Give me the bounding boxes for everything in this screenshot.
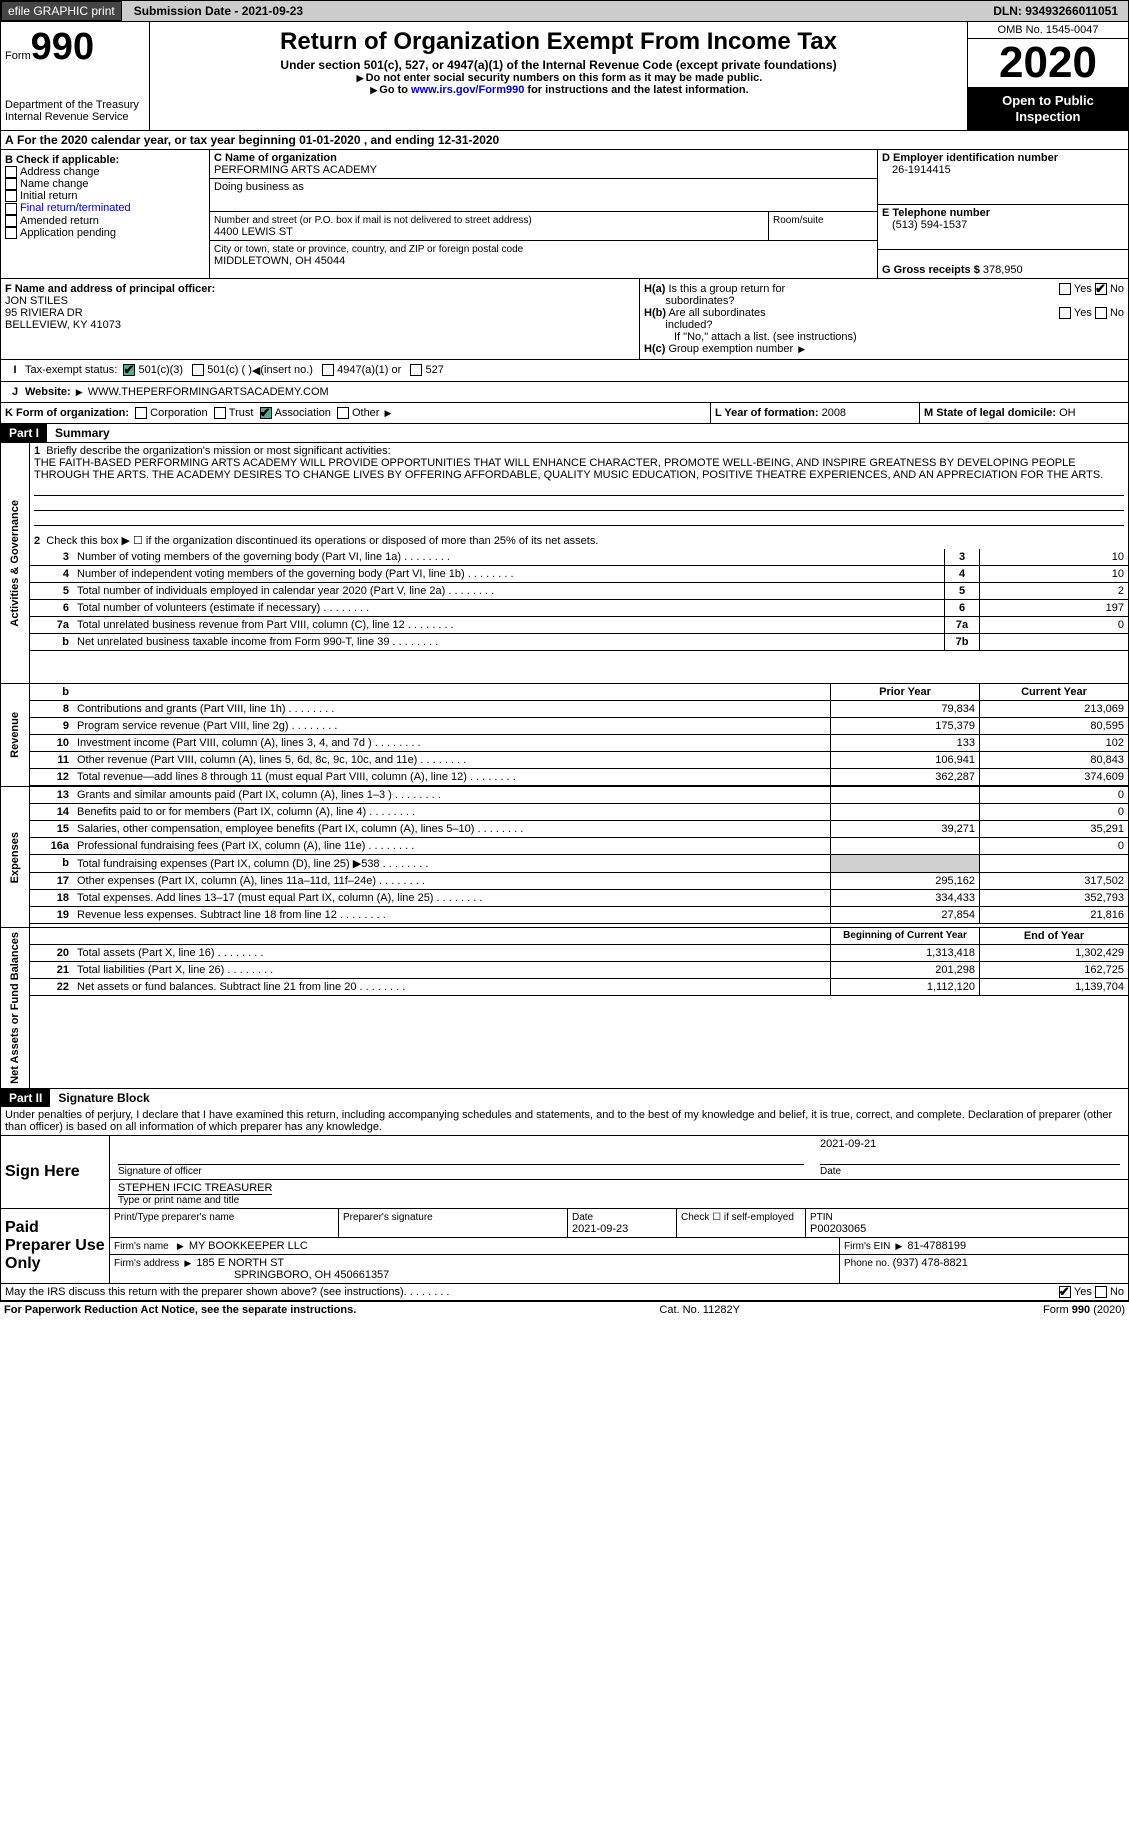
revenue-block: Revenue b Prior Year Current Year 8Contr… [0,684,1129,787]
subtitle-1: Under section 501(c), 527, or 4947(a)(1)… [154,58,963,72]
netassets-block: Net Assets or Fund Balances Beginning of… [0,928,1129,1089]
part2-title: Signature Block [50,1089,157,1107]
submission-date: Submission Date - 2021-09-23 [124,2,313,20]
top-bar: efile GRAPHIC print Submission Date - 20… [0,0,1129,22]
sign-here-label: Sign Here [1,1136,110,1208]
expenses-block: Expenses 13Grants and similar amounts pa… [0,787,1129,928]
efile-button[interactable]: efile GRAPHIC print [1,1,122,21]
paid-preparer-label: Paid Preparer Use Only [1,1209,110,1283]
part1-label: Part I [1,424,47,442]
klm-row: K Form of organization: Corporation Trus… [0,403,1129,424]
header-right: OMB No. 1545-0047 2020 Open to Public In… [967,22,1128,130]
footer: For Paperwork Reduction Act Notice, see … [0,1301,1129,1318]
form-header: Form990 Department of the Treasury Inter… [0,22,1129,131]
discuss-row: May the IRS discuss this return with the… [0,1284,1129,1301]
taxyear-line: A For the 2020 calendar year, or tax yea… [0,131,1129,150]
part2-header-row: Part II Signature Block [0,1089,1129,1107]
org-info-block: B Check if applicable: Address change Na… [0,150,1129,279]
block-c: C Name of organizationPERFORMING ARTS AC… [210,150,877,278]
form-prefix: Form [5,50,31,62]
tax-exempt-row: I Tax-exempt status: 501(c)(3) 501(c) ( … [0,360,1129,382]
part2-label: Part II [1,1089,50,1107]
subtitle-2a: Do not enter social security numbers on … [366,72,763,84]
block-b: B Check if applicable: Address change Na… [1,150,210,278]
header-left: Form990 Department of the Treasury Inter… [1,22,150,130]
form-number: 990 [31,26,94,68]
header-center: Return of Organization Exempt From Incom… [150,22,967,130]
omb-number: OMB No. 1545-0047 [968,22,1128,39]
website-row: J Website: WWW.THEPERFORMINGARTSACADEMY.… [0,382,1129,403]
dept-label: Department of the Treasury Internal Reve… [5,99,145,123]
inspection-label: Open to Public Inspection [968,87,1128,130]
part1-title: Summary [47,424,118,442]
officer-h-block: F Name and address of principal officer:… [0,279,1129,360]
form990-link[interactable]: www.irs.gov/Form990 [411,84,524,96]
goto-pre: Go to [379,84,411,96]
dln-label: DLN: 93493266011051 [983,2,1128,20]
goto-post: for instructions and the latest informat… [524,84,748,96]
tax-year: 2020 [968,39,1128,87]
block-f: F Name and address of principal officer:… [1,279,639,359]
governance-block: Activities & Governance 1 Briefly descri… [0,443,1129,684]
block-d: D Employer identification number26-19144… [877,150,1128,278]
block-h: H(a) Is this a group return for subordin… [639,279,1128,359]
perjury-text: Under penalties of perjury, I declare th… [0,1107,1129,1136]
part1-header-row: Part I Summary [0,424,1129,443]
form-title: Return of Organization Exempt From Incom… [154,28,963,56]
